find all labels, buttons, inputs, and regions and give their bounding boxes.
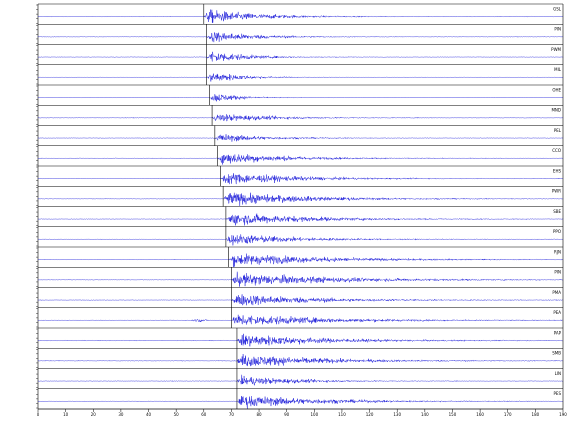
station-label: PES bbox=[554, 391, 562, 396]
x-tick-label: 40 bbox=[146, 412, 152, 417]
station-label: PWM bbox=[551, 47, 561, 52]
waveform-trace bbox=[37, 9, 564, 23]
x-tick-label: 70 bbox=[229, 412, 235, 417]
station-label: MND bbox=[551, 108, 561, 113]
x-tick-label: 90 bbox=[284, 412, 290, 417]
station-label: GSL bbox=[553, 6, 562, 11]
waveform-trace bbox=[37, 154, 564, 165]
x-tick-label: 140 bbox=[421, 412, 429, 417]
waveform-trace bbox=[37, 73, 564, 83]
station-label: LIN bbox=[555, 371, 561, 376]
station-label: EHS bbox=[553, 168, 562, 173]
station-label: PWR bbox=[552, 189, 561, 194]
waveform-trace bbox=[37, 192, 564, 207]
waveform-trace bbox=[37, 51, 564, 62]
waveform-trace bbox=[37, 234, 564, 246]
waveform-trace bbox=[37, 173, 564, 185]
x-tick-label: 120 bbox=[366, 412, 374, 417]
waveform-trace bbox=[37, 213, 564, 226]
waveform-trace bbox=[37, 114, 564, 122]
x-tick-label: 0 bbox=[37, 412, 40, 417]
x-tick-label: 190 bbox=[559, 412, 567, 417]
station-label: PIN bbox=[554, 270, 561, 275]
station-label: PEL bbox=[554, 128, 562, 133]
waveform-trace bbox=[37, 314, 564, 325]
station-label: RJN bbox=[554, 249, 561, 254]
waveform-trace bbox=[37, 294, 564, 306]
waveform-trace bbox=[37, 374, 564, 386]
waveform-trace bbox=[37, 271, 564, 287]
x-tick-label: 50 bbox=[174, 412, 180, 417]
x-tick-label: 180 bbox=[532, 412, 540, 417]
x-tick-label: 10 bbox=[63, 412, 69, 417]
waveform-trace bbox=[37, 395, 564, 409]
waveform-trace bbox=[37, 333, 564, 347]
x-tick-label: 170 bbox=[504, 412, 512, 417]
station-label: CCO bbox=[552, 148, 561, 153]
station-label: PPO bbox=[553, 229, 561, 234]
x-tick-label: 20 bbox=[91, 412, 97, 417]
station-label: MIL bbox=[554, 67, 562, 72]
x-tick-label: 30 bbox=[118, 412, 124, 417]
x-tick-label: 80 bbox=[257, 412, 263, 417]
station-label: SMB bbox=[552, 351, 561, 356]
station-label: PEA bbox=[553, 310, 561, 315]
x-tick-label: 150 bbox=[449, 412, 457, 417]
station-label: PAP bbox=[554, 330, 562, 335]
waveform-trace bbox=[37, 94, 564, 102]
x-tick-label: 110 bbox=[338, 412, 346, 417]
waveform-trace bbox=[37, 354, 564, 367]
station-label: SBE bbox=[553, 209, 561, 214]
station-label: PMA bbox=[552, 290, 561, 295]
waveform-trace bbox=[37, 134, 564, 142]
x-tick-label: 100 bbox=[310, 412, 318, 417]
waveform-trace bbox=[37, 253, 564, 268]
x-tick-label: 60 bbox=[201, 412, 207, 417]
waveform-trace bbox=[37, 31, 564, 43]
x-tick-label: 160 bbox=[476, 412, 484, 417]
x-tick-label: 130 bbox=[393, 412, 401, 417]
station-label: OHE bbox=[552, 87, 561, 92]
station-label: PIN bbox=[554, 27, 561, 32]
